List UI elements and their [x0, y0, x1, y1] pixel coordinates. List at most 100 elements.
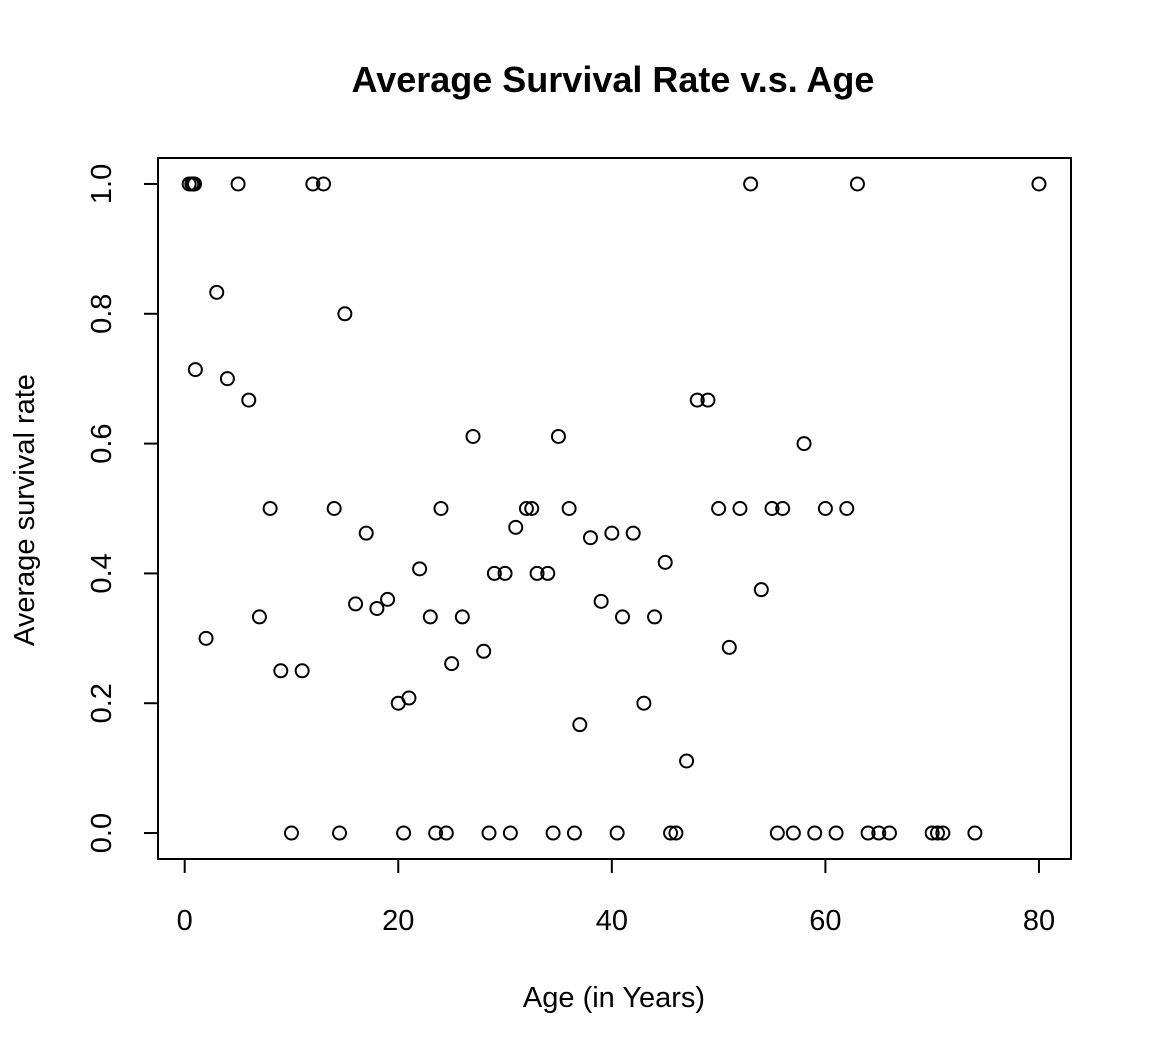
- data-point: [700, 392, 716, 408]
- x-tick-label: 40: [596, 905, 628, 937]
- data-point: [817, 501, 833, 516]
- data-point: [807, 825, 823, 841]
- data-point: [930, 825, 946, 841]
- y-tick-label: 0.6: [86, 423, 118, 463]
- data-point: [433, 501, 449, 516]
- data-point: [283, 825, 299, 841]
- data-point: [444, 656, 460, 672]
- x-tick-label: 80: [1023, 905, 1055, 937]
- data-point: [636, 695, 652, 711]
- data-point: [412, 561, 428, 577]
- data-point: [561, 501, 577, 516]
- data-point: [332, 825, 348, 841]
- data-point: [775, 501, 791, 516]
- data-point: [294, 663, 310, 679]
- data-point: [1031, 176, 1047, 192]
- data-point: [967, 825, 983, 841]
- data-point: [625, 525, 641, 541]
- data-point: [689, 392, 705, 408]
- data-point: [187, 362, 203, 378]
- y-tick-label: 0.4: [86, 553, 118, 593]
- data-point: [476, 643, 492, 659]
- data-point: [465, 428, 481, 444]
- data-point: [593, 593, 609, 609]
- data-point: [326, 501, 342, 516]
- x-tick-label: 20: [382, 905, 414, 937]
- data-point: [582, 530, 598, 546]
- data-point: [241, 392, 257, 408]
- y-axis-label: Average survival rate: [9, 374, 41, 646]
- data-point: [422, 609, 438, 625]
- chart-title: Average Survival Rate v.s. Age: [352, 59, 875, 100]
- data-point: [935, 825, 951, 841]
- data-point: [657, 554, 673, 570]
- data-point: [753, 582, 769, 598]
- data-point: [198, 630, 214, 646]
- data-point: [396, 825, 412, 841]
- data-point: [529, 565, 545, 581]
- data-point: [316, 176, 332, 192]
- plot-frame: [157, 157, 1072, 860]
- x-tick-label: 0: [177, 905, 193, 937]
- data-point: [369, 600, 385, 616]
- data-point: [839, 501, 855, 516]
- data-point: [769, 825, 785, 841]
- data-point: [572, 717, 588, 733]
- y-tick-label: 0.8: [86, 294, 118, 334]
- x-axis-label: Age (in Years): [523, 982, 705, 1014]
- data-point: [348, 596, 364, 612]
- data-point: [481, 825, 497, 841]
- data-point: [209, 284, 225, 300]
- data-point: [358, 525, 374, 541]
- data-point: [647, 609, 663, 625]
- data-point: [219, 371, 235, 387]
- data-point: [540, 565, 556, 581]
- data-point: [428, 825, 444, 841]
- y-tick-label: 0.0: [86, 813, 118, 853]
- data-point: [337, 306, 353, 322]
- data-point: [871, 825, 887, 841]
- data-point: [454, 609, 470, 625]
- data-point: [508, 519, 524, 535]
- data-point: [881, 825, 897, 841]
- data-point: [796, 436, 812, 452]
- data-point: [187, 176, 203, 192]
- data-point: [230, 176, 246, 192]
- data-points: [181, 176, 1047, 841]
- data-point: [743, 176, 759, 192]
- y-tick-label: 1.0: [86, 164, 118, 204]
- data-point: [924, 825, 940, 841]
- data-point: [502, 825, 518, 841]
- data-point: [764, 501, 780, 516]
- data-point: [251, 609, 267, 625]
- data-point: [401, 690, 417, 706]
- y-tick-label: 0.2: [86, 683, 118, 723]
- x-axis: 0 20 40 60 80: [177, 858, 1055, 937]
- data-point: [849, 176, 865, 192]
- data-point: [609, 825, 625, 841]
- data-point: [550, 428, 566, 444]
- data-point: [732, 501, 748, 516]
- data-point: [380, 591, 396, 607]
- data-point: [545, 825, 561, 841]
- data-point: [668, 825, 684, 841]
- data-point: [828, 825, 844, 841]
- data-point: [711, 501, 727, 516]
- y-axis: 0.0 0.2 0.4 0.6 0.8 1.0: [86, 164, 159, 853]
- data-point: [604, 525, 620, 541]
- data-point: [518, 501, 534, 516]
- data-point: [524, 501, 540, 516]
- data-point: [860, 825, 876, 841]
- data-point: [438, 825, 454, 841]
- x-tick-label: 60: [809, 905, 841, 937]
- data-point: [305, 176, 321, 192]
- data-point: [663, 825, 679, 841]
- data-point: [615, 609, 631, 625]
- data-point: [497, 565, 513, 581]
- data-point: [273, 663, 289, 679]
- data-point: [262, 501, 278, 516]
- data-point: [785, 825, 801, 841]
- data-point: [721, 639, 737, 655]
- data-point: [679, 753, 695, 769]
